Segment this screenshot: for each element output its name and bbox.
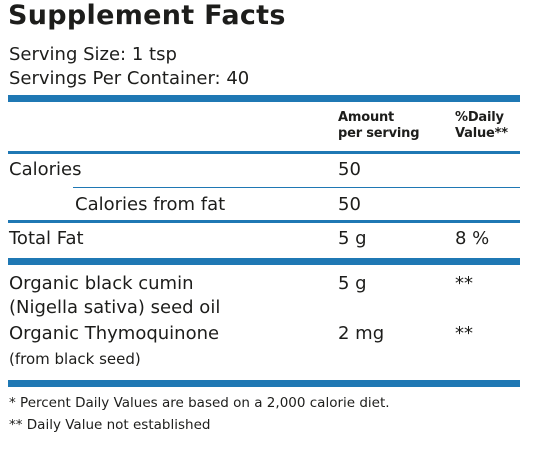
total-fat-amount: 5 g: [338, 228, 367, 249]
calories-from-fat-amount: 50: [338, 194, 361, 215]
cumin-amount: 5 g: [338, 273, 367, 294]
mid-thick-rule: [8, 258, 520, 265]
dv-header-line1: %Daily: [455, 110, 504, 125]
header-rule: [8, 151, 520, 154]
top-thick-rule: [8, 95, 520, 102]
footnote-daily-values: * Percent Daily Values are based on a 2,…: [9, 395, 390, 411]
cumin-label-line2: (Nigella sativa) seed oil: [9, 297, 221, 318]
calories-from-fat-label: Calories from fat: [75, 194, 226, 215]
calories-divider: [73, 187, 520, 188]
label-title: Supplement Facts: [8, 0, 286, 31]
amount-header: Amount per serving: [338, 110, 420, 142]
fat-rule: [8, 220, 520, 223]
calories-label: Calories: [9, 159, 82, 180]
footnote-not-established: ** Daily Value not established: [9, 417, 211, 433]
amount-header-line2: per serving: [338, 126, 420, 141]
thymo-label-line2: (from black seed): [9, 350, 141, 368]
cumin-dv: **: [455, 273, 473, 294]
calories-amount: 50: [338, 159, 361, 180]
amount-header-line1: Amount: [338, 110, 395, 125]
thymo-label-line1: Organic Thymoquinone: [9, 323, 220, 344]
bottom-thick-rule: [8, 380, 520, 387]
daily-value-header: %Daily Value**: [455, 110, 508, 142]
serving-size: Serving Size: 1 tsp: [9, 44, 177, 65]
thymo-dv: **: [455, 323, 473, 344]
cumin-label-line1: Organic black cumin: [9, 273, 194, 294]
total-fat-dv: 8 %: [455, 228, 490, 249]
dv-header-line2: Value**: [455, 126, 508, 141]
thymo-amount: 2 mg: [338, 323, 385, 344]
servings-per-container: Servings Per Container: 40: [9, 68, 250, 89]
total-fat-label: Total Fat: [9, 228, 84, 249]
